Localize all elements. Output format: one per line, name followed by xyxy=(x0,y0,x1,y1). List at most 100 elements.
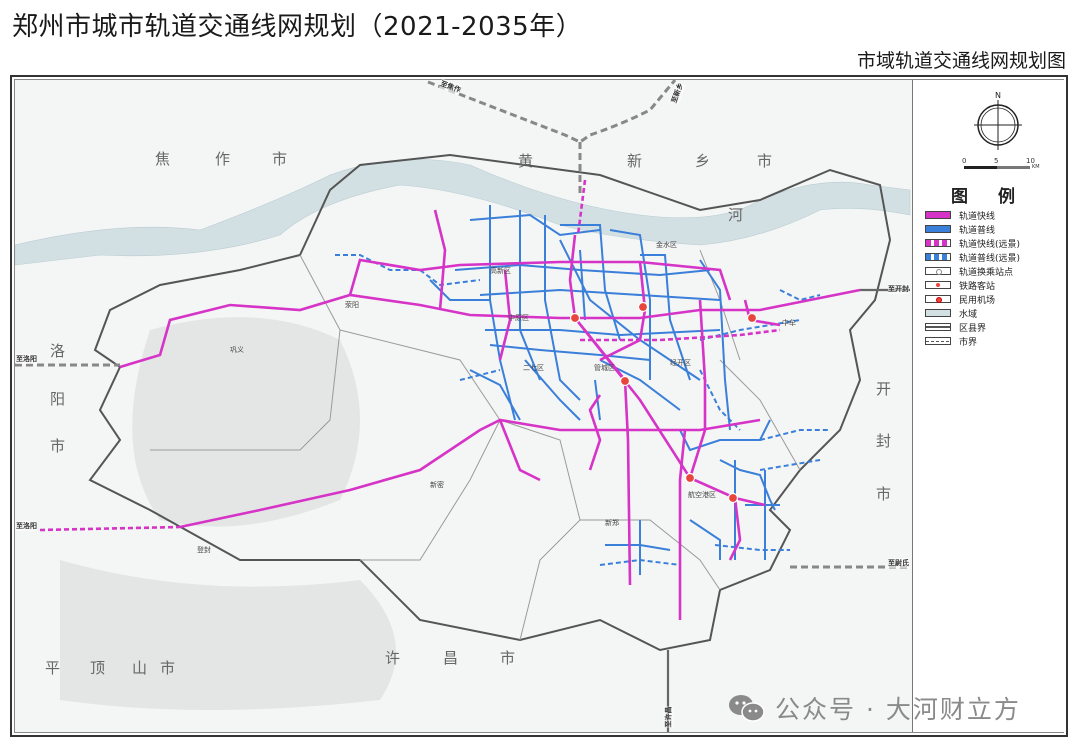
map-subtitle: 市域轨道交通线网规划图 xyxy=(856,50,1066,72)
railway-station-icon xyxy=(746,312,758,324)
legend-label: 水域 xyxy=(959,309,978,320)
district-label: 经开区 xyxy=(670,359,691,367)
legend-label: 轨道快线 xyxy=(959,211,996,222)
legend-swatch-blue-solid xyxy=(925,225,951,233)
watermark-text: 公众号 · 大河财立方 xyxy=(775,695,1021,724)
express-line xyxy=(588,394,602,471)
city-label: 市 xyxy=(757,152,773,170)
regular-line xyxy=(524,359,581,421)
regular-line xyxy=(469,213,601,237)
regular-line xyxy=(679,419,771,452)
regular-line xyxy=(560,224,621,341)
legend-item: 轨道换乘站点 xyxy=(925,264,1020,278)
legend-swatch-red-ring xyxy=(925,295,951,303)
district-boundaries xyxy=(150,249,801,641)
express-line-planned xyxy=(580,328,781,342)
regular-line-planned xyxy=(699,369,741,431)
direction-label: 至洛阳 xyxy=(16,521,37,531)
city-label: 市 xyxy=(876,485,892,503)
direction-label: 至洛阳 xyxy=(16,354,37,364)
city-boundary xyxy=(88,153,892,652)
legend-swatch-red-dot xyxy=(925,281,951,289)
regular-lines xyxy=(335,205,830,575)
city-label: 焦 xyxy=(155,150,171,168)
legend-item: 水域 xyxy=(925,306,1020,320)
legend-label: 市界 xyxy=(959,337,978,348)
watermark: 公众号 · 大河财立方 xyxy=(727,690,1021,726)
express-line xyxy=(599,261,647,362)
regular-line xyxy=(489,344,651,361)
city-label: 开 xyxy=(876,380,892,398)
express-line xyxy=(728,497,742,561)
legend-swatch-water xyxy=(925,309,951,317)
direction-label: 至许昌 xyxy=(663,706,674,728)
legend-item: 民用机场 xyxy=(925,292,1020,306)
legend-label: 轨道普线(远景) xyxy=(959,253,1021,264)
city-label: 平 xyxy=(45,659,61,677)
rail-stations xyxy=(569,301,758,504)
legend-swatch-blue-dashed xyxy=(925,253,951,261)
district-label: 航空港区 xyxy=(688,491,716,499)
regular-line xyxy=(544,215,581,401)
city-label: 许 xyxy=(385,649,401,667)
district-label: 巩义 xyxy=(230,346,244,354)
railway-station-icon xyxy=(637,301,649,313)
legend-swatch-white-dot xyxy=(925,267,951,275)
regular-line xyxy=(699,259,731,431)
district-label: 金水区 xyxy=(656,241,677,249)
regular-line xyxy=(485,329,721,337)
compass-icon: N xyxy=(974,91,1022,150)
legend-item: 铁路客站 xyxy=(925,278,1020,292)
express-line-planned xyxy=(39,525,181,532)
scale-label: 0 xyxy=(962,157,967,165)
city-label: 市 xyxy=(272,150,288,168)
legend-title: 图 例 xyxy=(951,187,1027,207)
city-label: 洛 xyxy=(50,342,66,360)
district-label: 中原区 xyxy=(508,314,529,322)
legend-swatch-double-line xyxy=(925,323,951,331)
express-line xyxy=(688,299,707,479)
scale-unit: KM xyxy=(1032,164,1040,170)
express-line xyxy=(498,419,541,482)
regular-line xyxy=(719,459,776,511)
district-label: 新密 xyxy=(430,481,444,489)
legend-panel: N 0 5 10 KM 图 例 轨道快线 轨道普线 轨道快线(远景) 轨道普线(远景)… xyxy=(912,80,1065,732)
legend-item: 区县界 xyxy=(925,320,1020,334)
legend-swatch-magenta-solid xyxy=(925,211,951,219)
district-label: 二七区 xyxy=(523,364,544,372)
scale-bar xyxy=(964,166,1030,169)
regular-line-planned xyxy=(459,369,501,381)
direction-label: 至开封 xyxy=(888,284,909,294)
district-label: 荥阳 xyxy=(345,301,359,309)
legend-item: 市界 xyxy=(925,334,1020,348)
regular-line xyxy=(609,229,651,380)
river-label: 河 xyxy=(728,206,744,224)
regular-line-planned xyxy=(699,319,801,341)
scale-label: 5 xyxy=(994,157,999,165)
city-label: 山 xyxy=(132,659,148,677)
express-line xyxy=(348,258,461,296)
legend-item: 轨道普线 xyxy=(925,222,1020,236)
regular-line xyxy=(640,254,691,381)
map-inner-border xyxy=(14,79,1064,733)
regular-line xyxy=(479,288,721,301)
district-label: 登封 xyxy=(197,546,211,554)
express-line xyxy=(179,418,761,529)
regular-line-planned xyxy=(759,459,821,471)
express-line-planned xyxy=(576,179,587,236)
scale-label: 10 xyxy=(1026,157,1035,165)
railway-station-icon xyxy=(619,375,631,387)
district-label: 高新区 xyxy=(490,267,511,275)
legend-label: 民用机场 xyxy=(959,295,996,306)
regular-line xyxy=(559,239,701,381)
legend-label: 区县界 xyxy=(959,323,987,334)
city-label: 新 xyxy=(627,152,643,170)
express-line xyxy=(678,429,687,620)
page-title: 郑州市城市轨道交通线网规划（2021-2035年） xyxy=(12,12,583,42)
regular-line-planned xyxy=(599,558,681,566)
legend-item: 轨道快线 xyxy=(925,208,1020,222)
railway-station-icon xyxy=(727,492,739,504)
railway-station-icon xyxy=(569,312,581,324)
city-label: 作 xyxy=(215,150,231,168)
legend-swatch-dash-line xyxy=(925,337,951,345)
